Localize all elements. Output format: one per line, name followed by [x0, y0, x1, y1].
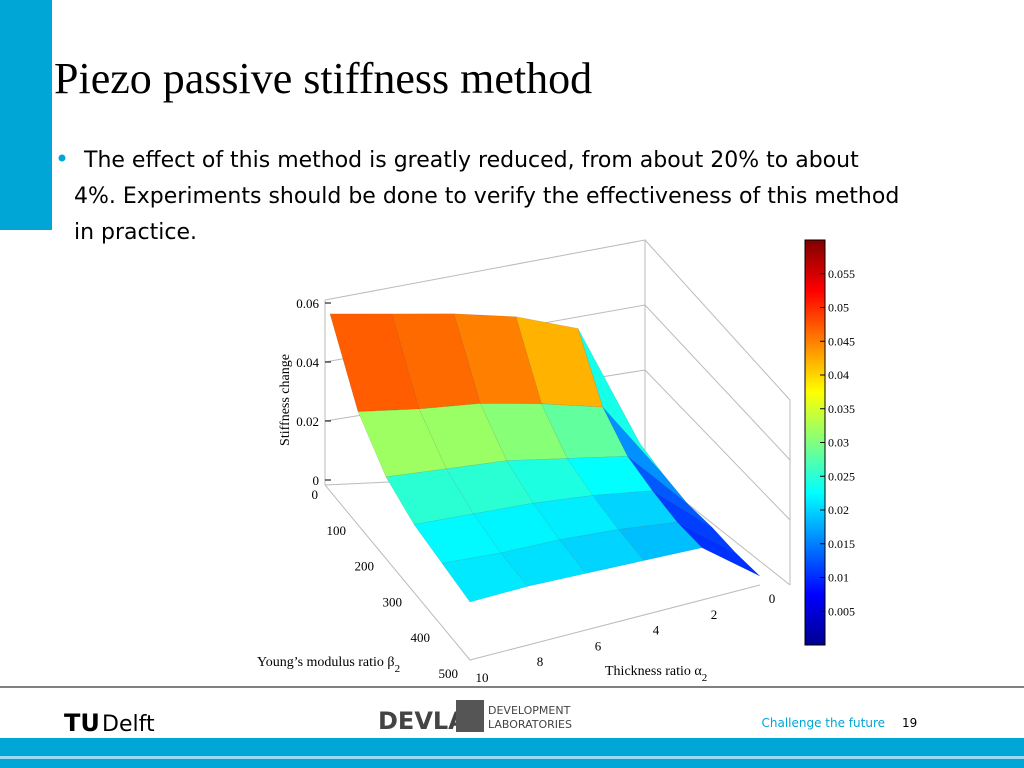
page-number: 19: [902, 716, 917, 730]
footer-stripe: [0, 756, 1024, 759]
thickness-tick-label: 0: [769, 591, 776, 606]
devlab-sub: LABORATORIES: [488, 718, 572, 731]
thickness-tick-label: 10: [476, 670, 489, 685]
young-tick-label: 100: [327, 523, 347, 538]
bullet-line: in practice.: [74, 220, 197, 245]
z-tick-label: 0.04: [296, 355, 319, 370]
surface: [329, 313, 761, 603]
young-tick-label: 300: [383, 594, 403, 609]
thickness-tick-label: 2: [711, 607, 718, 622]
bullet-dot: [58, 154, 66, 162]
thickness-axis-label: Thickness ratio α2: [605, 664, 707, 684]
colorbar-tick-label: 0.015: [828, 537, 855, 551]
colorbar-tick-label: 0.005: [828, 604, 855, 618]
z-tick-label: 0.02: [296, 414, 319, 429]
colorbar-tick-label: 0.025: [828, 469, 855, 483]
surface-cell: [677, 521, 761, 577]
devlab-sub: DEVELOPMENT: [488, 704, 571, 717]
colorbar-tick-label: 0.05: [828, 301, 849, 315]
colorbar-tick-label: 0.03: [828, 436, 849, 450]
young-tick-label: 200: [355, 559, 375, 574]
z-tick-label: 0: [313, 473, 320, 488]
z-tick-label: 0.06: [296, 296, 319, 311]
colorbar-tick-label: 0.01: [828, 571, 849, 585]
thickness-tick-label: 8: [537, 654, 544, 669]
thickness-tick-label: 6: [595, 638, 602, 653]
young-tick-label: 400: [411, 630, 431, 645]
young-tick-label: 500: [439, 666, 459, 681]
slide-title: Piezo passive stiffness method: [54, 54, 592, 103]
slogan: Challenge the future: [761, 716, 885, 730]
colorbar-tick-label: 0.045: [828, 334, 855, 348]
z-axis-label: Stiffness change: [278, 354, 293, 446]
delft-logo: Delft: [102, 712, 155, 737]
colorbar-tick-label: 0.02: [828, 503, 849, 517]
side-bar: [0, 0, 52, 230]
colorbar-tick-label: 0.04: [828, 368, 849, 382]
colorbar-tick-label: 0.035: [828, 402, 855, 416]
young-tick-label: 0: [312, 487, 319, 502]
colorbar-tick-label: 0.055: [828, 267, 855, 281]
bullet-line: The effect of this method is greatly red…: [83, 148, 859, 173]
tu-logo: TU: [64, 709, 100, 737]
thickness-tick-label: 4: [653, 623, 660, 638]
bullet-line: 4%. Experiments should be done to verify…: [74, 184, 899, 209]
devlab-mark: [456, 700, 484, 732]
young-axis-label: Young’s modulus ratio β2: [257, 655, 400, 675]
footer-bar: [0, 738, 1024, 768]
